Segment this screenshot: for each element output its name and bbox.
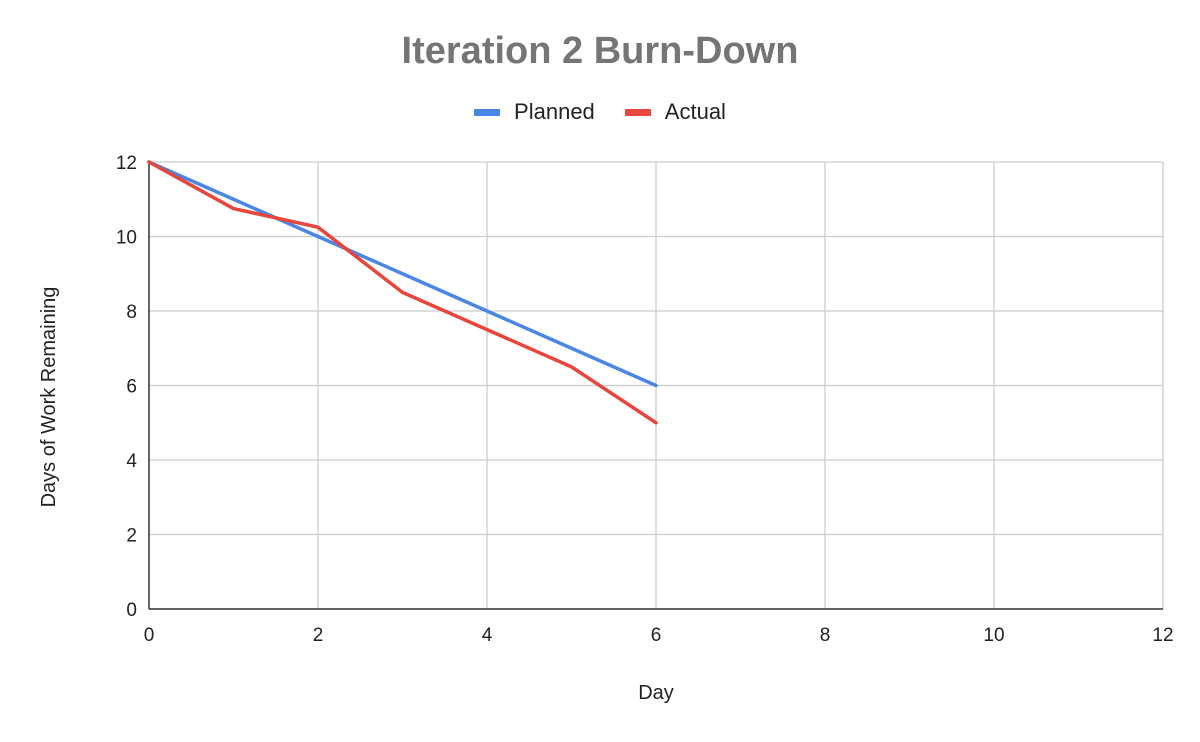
series-line-planned[interactable] bbox=[147, 160, 658, 388]
legend-item-planned[interactable]: Planned bbox=[474, 99, 595, 125]
legend-swatch-planned bbox=[474, 108, 501, 116]
y-tick-label: 12 bbox=[116, 153, 137, 174]
x-tick-label: 6 bbox=[651, 625, 662, 646]
legend-label-planned: Planned bbox=[514, 99, 595, 124]
x-tick-label: 0 bbox=[144, 625, 155, 646]
chart-title: Iteration 2 Burn-Down bbox=[401, 30, 799, 72]
series-lines bbox=[147, 160, 658, 425]
legend-label-actual: Actual bbox=[664, 99, 726, 124]
y-tick-label: 6 bbox=[126, 377, 137, 398]
x-tick-label: 8 bbox=[820, 625, 831, 646]
y-tick-label: 8 bbox=[126, 302, 137, 323]
tick-labels: 0 2 4 6 8 10 12 0 2 4 6 8 10 12 bbox=[116, 153, 1174, 646]
x-tick-label: 2 bbox=[313, 625, 324, 646]
x-tick-label: 12 bbox=[1152, 625, 1173, 646]
legend-item-actual[interactable]: Actual bbox=[624, 99, 726, 125]
x-axis-title: Day bbox=[638, 682, 674, 704]
legend: Planned Actual bbox=[0, 99, 1200, 125]
legend-swatch-actual bbox=[624, 108, 651, 116]
y-tick-label: 10 bbox=[116, 228, 137, 249]
x-tick-label: 4 bbox=[482, 625, 493, 646]
axes bbox=[148, 162, 1163, 610]
y-tick-label: 0 bbox=[126, 600, 137, 621]
y-axis-title: Days of Work Remaining bbox=[38, 287, 60, 508]
x-tick-label: 10 bbox=[983, 625, 1004, 646]
y-tick-label: 2 bbox=[126, 526, 137, 547]
y-tick-label: 4 bbox=[126, 451, 137, 472]
series-line-actual[interactable] bbox=[147, 160, 658, 425]
